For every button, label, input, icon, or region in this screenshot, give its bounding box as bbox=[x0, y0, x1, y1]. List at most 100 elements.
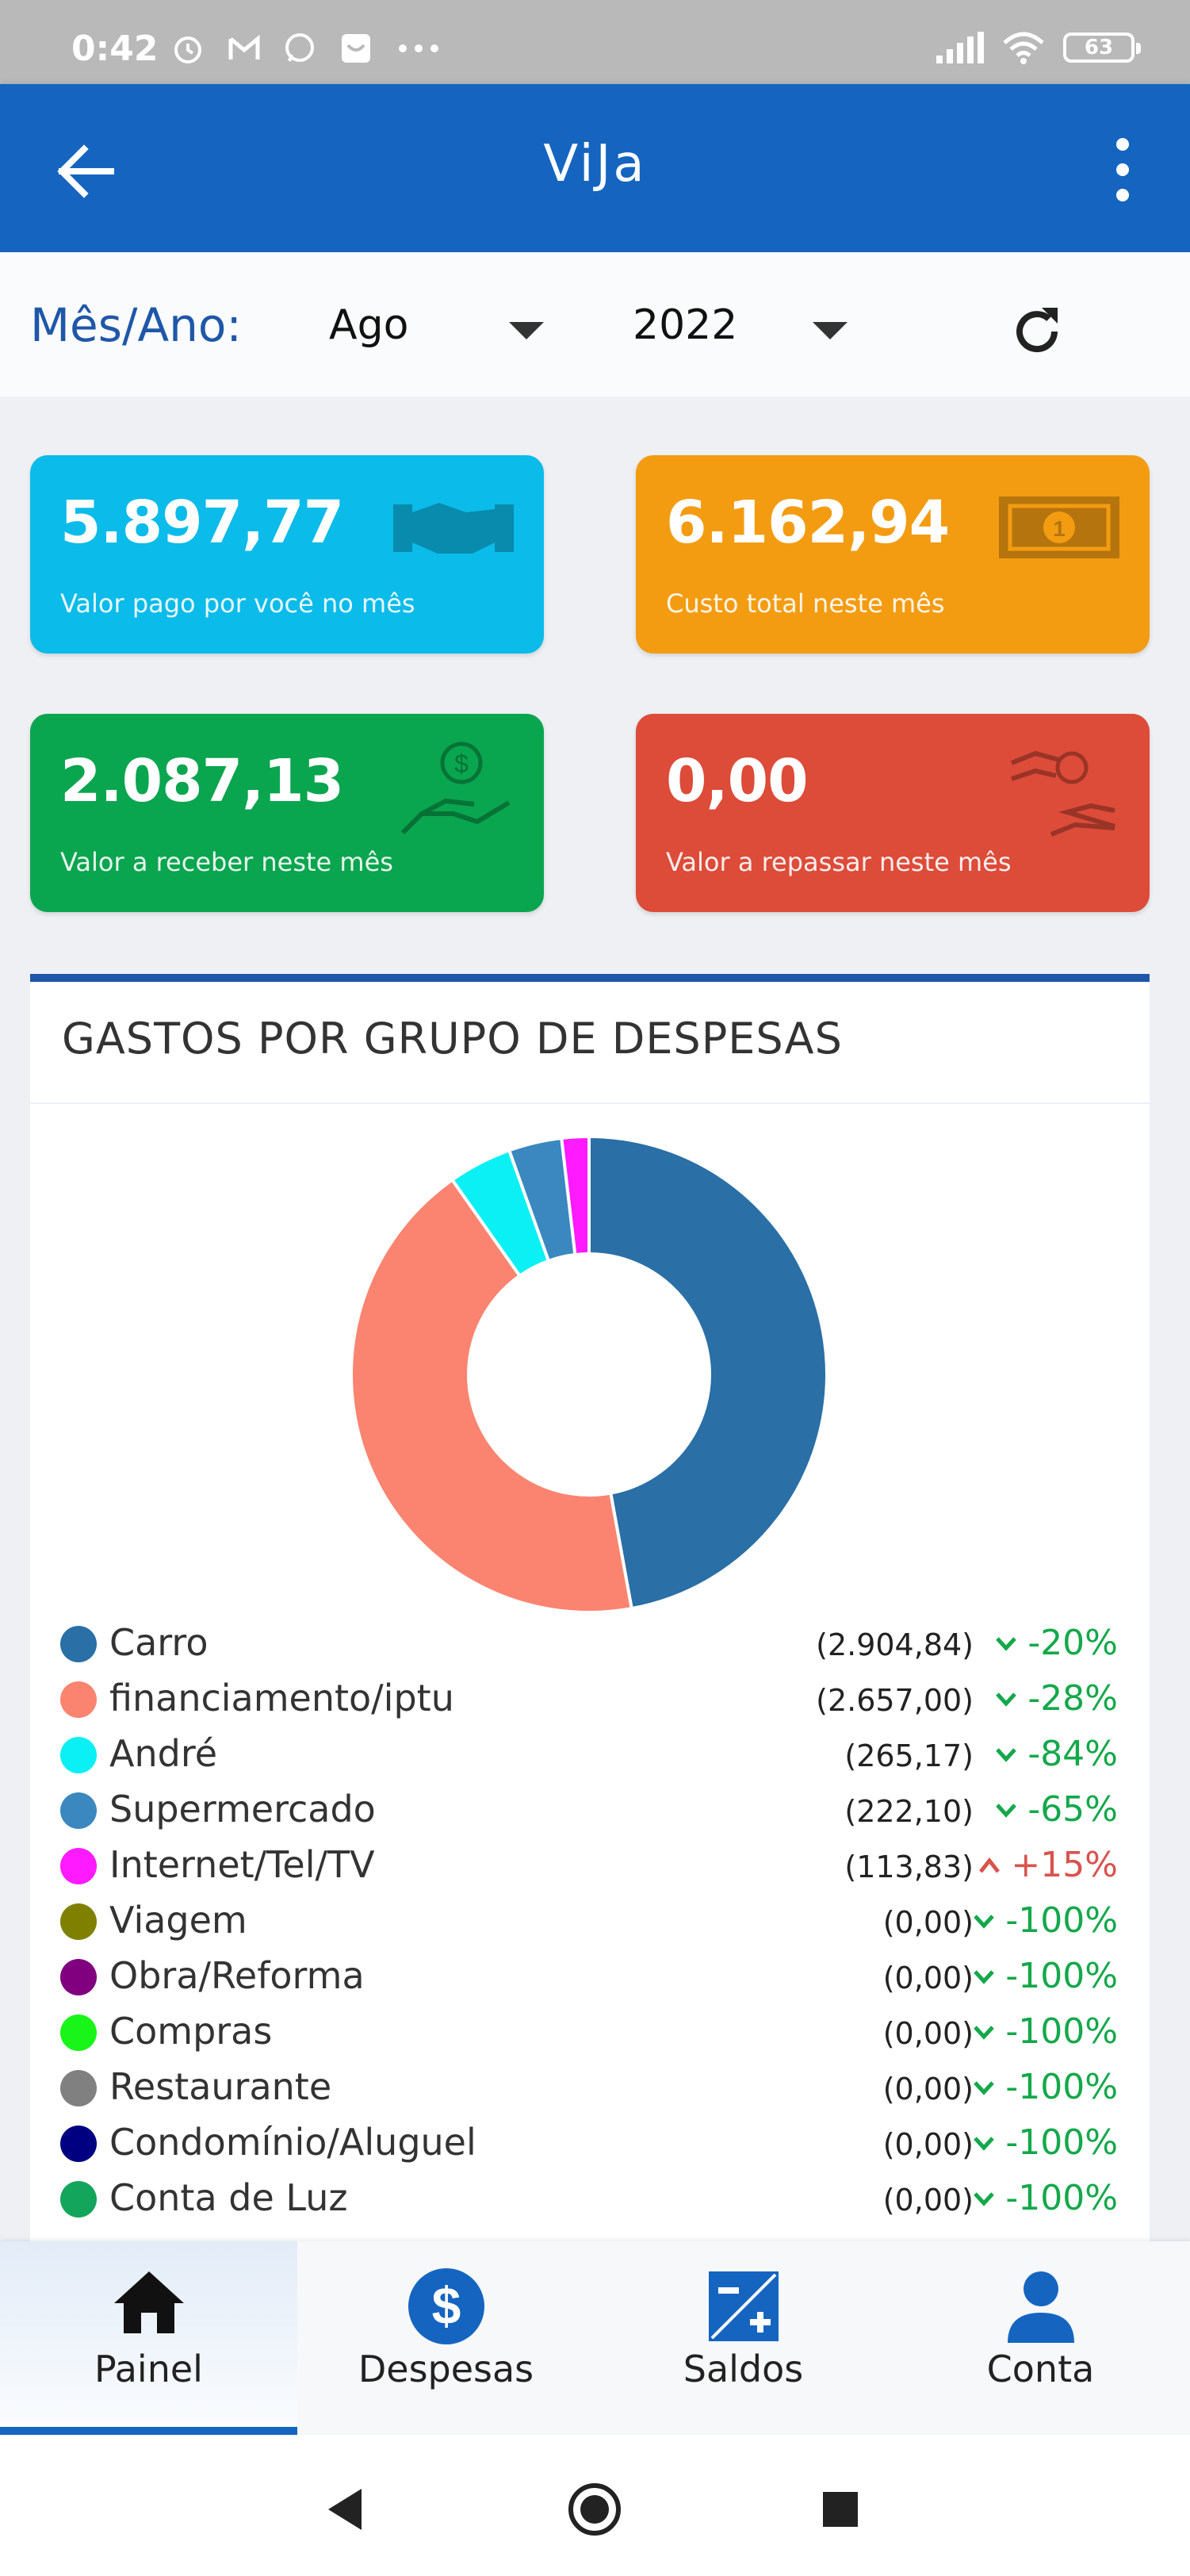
chevron-down-icon bbox=[974, 2191, 995, 2206]
period-label: Mês/Ano: bbox=[30, 298, 242, 352]
app-bar: ViJa bbox=[0, 84, 1190, 252]
chevron-down-icon bbox=[974, 1969, 995, 1984]
whatsapp-icon bbox=[285, 33, 315, 62]
refresh-icon[interactable] bbox=[1005, 300, 1069, 363]
bottom-navigation: Painel $ Despesas Saldos Conta bbox=[0, 2241, 1190, 2435]
hands-transfer-icon bbox=[1010, 750, 1115, 837]
legend-color-dot bbox=[60, 1737, 97, 1773]
legend-label: Condomínio/Aluguel bbox=[109, 2121, 476, 2164]
legend-item[interactable]: Condomínio/Aluguel (0,00) -100% bbox=[30, 2116, 1150, 2172]
legend-change-value: -84% bbox=[1027, 1734, 1118, 1774]
legend-label: Obra/Reforma bbox=[109, 1954, 365, 1997]
legend-item[interactable]: Carro (2.904,84) -20% bbox=[30, 1616, 1150, 1672]
legend-value: (0,00) bbox=[882, 2072, 974, 2106]
notification-icons bbox=[170, 29, 442, 66]
donut-slice-financiamento-iptu[interactable] bbox=[350, 1177, 634, 1614]
year-select[interactable]: 2022 bbox=[633, 301, 738, 349]
month-chevron-down-icon[interactable] bbox=[509, 322, 544, 339]
legend-item[interactable]: Conta de Luz (0,00) -100% bbox=[30, 2172, 1150, 2227]
wifi-icon bbox=[1003, 32, 1044, 64]
legend-value: (2.657,00) bbox=[816, 1683, 974, 1718]
legend-label: Carro bbox=[109, 1621, 209, 1664]
legend-change-value: -100% bbox=[1005, 2067, 1118, 2107]
legend-label: Supermercado bbox=[109, 1788, 376, 1830]
legend-label: André bbox=[109, 1732, 218, 1775]
nav-painel[interactable]: Painel bbox=[0, 2241, 297, 2435]
legend-value: (113,83) bbox=[844, 1850, 974, 1884]
card-to-receive[interactable]: 2.087,13 Valor a receber neste mês $ bbox=[30, 714, 544, 912]
card-paid-by-you[interactable]: 5.897,77 Valor pago por você no mês bbox=[30, 455, 544, 654]
legend-value: (0,00) bbox=[882, 1905, 974, 1940]
legend-value: (0,00) bbox=[882, 2127, 974, 2162]
recents-icon[interactable] bbox=[821, 2490, 859, 2528]
legend-value: (0,00) bbox=[882, 1961, 974, 1995]
status-right-icons: 63 bbox=[936, 30, 1141, 65]
nav-conta[interactable]: Conta bbox=[892, 2241, 1189, 2435]
chevron-down-icon bbox=[996, 1747, 1017, 1762]
battery-icon: 63 bbox=[1063, 33, 1141, 63]
back-icon[interactable] bbox=[325, 2487, 365, 2532]
legend-change: -65% bbox=[996, 1789, 1118, 1830]
legend-color-dot bbox=[60, 1626, 97, 1662]
chevron-down-icon bbox=[996, 1636, 1017, 1651]
legend-change: -84% bbox=[996, 1734, 1118, 1774]
legend-change-value: -100% bbox=[1005, 1900, 1118, 1941]
legend-item[interactable]: Supermercado (222,10) -65% bbox=[30, 1783, 1150, 1838]
donut-slice-carro[interactable] bbox=[587, 1134, 828, 1611]
legend-item[interactable]: Obra/Reforma (0,00) -100% bbox=[30, 1949, 1150, 2005]
plus-minus-icon bbox=[709, 2271, 779, 2341]
legend-color-dot bbox=[60, 1959, 97, 1995]
legend-change-value: -100% bbox=[1005, 2178, 1118, 2218]
legend-change: -28% bbox=[996, 1678, 1118, 1719]
month-select[interactable]: Ago bbox=[329, 301, 409, 349]
status-time: 0:42 bbox=[71, 29, 159, 69]
status-bar: 0:42 63 bbox=[0, 0, 1190, 84]
legend-label: Internet/Tel/TV bbox=[109, 1843, 375, 1886]
legend-change-value: -20% bbox=[1027, 1623, 1118, 1663]
chevron-down-icon bbox=[996, 1803, 1017, 1818]
legend-label: Conta de Luz bbox=[109, 2176, 348, 2219]
legend-value: (222,10) bbox=[844, 1794, 974, 1829]
legend-item[interactable]: Internet/Tel/TV (113,83) +15% bbox=[30, 1838, 1150, 1894]
home-icon bbox=[114, 2271, 184, 2333]
card-description: Custo total neste mês bbox=[666, 588, 945, 619]
legend-item[interactable]: Compras (0,00) -100% bbox=[30, 2005, 1150, 2060]
legend-color-dot bbox=[60, 1681, 97, 1718]
legend-color-dot bbox=[60, 2181, 97, 2218]
nav-label: Conta bbox=[986, 2348, 1095, 2390]
app-icon bbox=[342, 34, 371, 63]
card-description: Valor a repassar neste mês bbox=[666, 847, 1012, 877]
nav-saldos[interactable]: Saldos bbox=[595, 2241, 892, 2435]
legend-change-value: -65% bbox=[1027, 1789, 1118, 1830]
nav-label: Painel bbox=[94, 2348, 203, 2390]
legend-change: -100% bbox=[974, 2122, 1118, 2163]
legend-value: (0,00) bbox=[882, 2183, 974, 2218]
svg-text:1: 1 bbox=[1053, 516, 1066, 541]
home-icon[interactable] bbox=[568, 2482, 622, 2536]
back-arrow-icon[interactable] bbox=[55, 140, 119, 203]
legend-change-value: -100% bbox=[1005, 2011, 1118, 2052]
hand-holding-dollar-icon: $ bbox=[400, 742, 511, 835]
nav-despesas[interactable]: $ Despesas bbox=[297, 2241, 595, 2435]
chevron-up-icon bbox=[979, 1857, 1001, 1873]
nav-label: Despesas bbox=[358, 2348, 534, 2390]
legend-color-dot bbox=[60, 2070, 97, 2106]
legend-item[interactable]: André (265,17) -84% bbox=[30, 1727, 1150, 1783]
card-to-transfer[interactable]: 0,00 Valor a repassar neste mês bbox=[636, 714, 1150, 912]
more-icon bbox=[398, 44, 438, 52]
legend-item[interactable]: Restaurante (0,00) -100% bbox=[30, 2060, 1150, 2116]
donut-slice-internet-tel-tv[interactable] bbox=[560, 1134, 591, 1257]
legend-change-value: -100% bbox=[1005, 1956, 1118, 1996]
period-selector: Mês/Ano: Ago 2022 bbox=[0, 252, 1190, 397]
card-total-cost[interactable]: 6.162,94 Custo total neste mês 1 bbox=[636, 455, 1150, 654]
legend-change: -100% bbox=[974, 1900, 1118, 1941]
expenses-by-group-panel: GASTOS POR GRUPO DE DESPESAS bbox=[30, 974, 1150, 2243]
legend-item[interactable]: financiamento/iptu (2.657,00) -28% bbox=[30, 1672, 1150, 1727]
svg-text:$: $ bbox=[432, 2276, 461, 2335]
legend-value: (265,17) bbox=[844, 1738, 974, 1773]
year-chevron-down-icon[interactable] bbox=[813, 322, 848, 339]
overflow-menu-icon[interactable] bbox=[1111, 138, 1135, 201]
legend-change: +15% bbox=[979, 1845, 1118, 1885]
chart-title: GASTOS POR GRUPO DE DESPESAS bbox=[62, 1014, 843, 1064]
legend-item[interactable]: Viagem (0,00) -100% bbox=[30, 1894, 1150, 1949]
